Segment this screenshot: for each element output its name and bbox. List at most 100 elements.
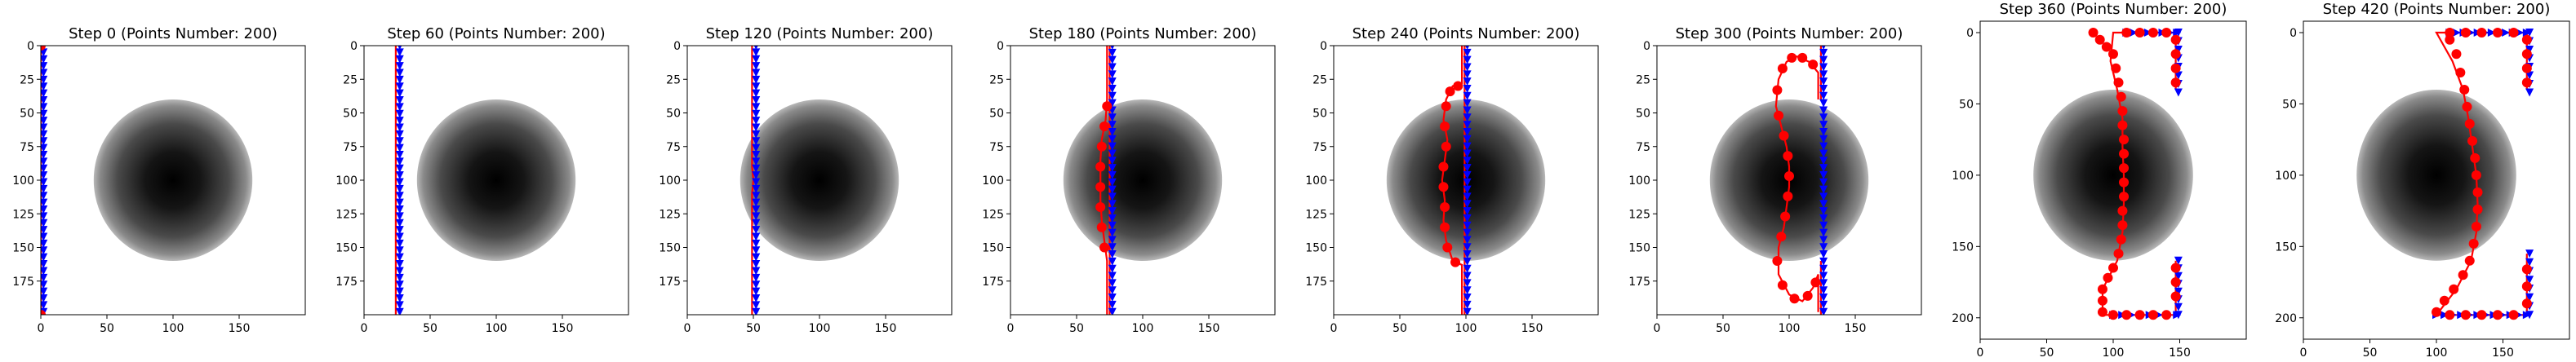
direction-arrow <box>1463 279 1472 288</box>
direction-arrow <box>41 164 48 173</box>
direction-arrow <box>395 75 404 84</box>
direction-arrow <box>395 253 404 262</box>
x-tick-label: 50 <box>1392 322 1407 335</box>
direction-arrow <box>752 307 761 315</box>
data-point <box>2121 27 2132 38</box>
direction-arrow <box>752 68 761 77</box>
direction-arrow <box>1819 121 1828 130</box>
background-disk <box>93 99 253 261</box>
direction-arrow <box>41 267 48 276</box>
direction-arrow <box>1465 46 1470 50</box>
data-point <box>2445 310 2455 320</box>
subplot-5: 0 50 100 150 0 25 50 75 100 125 150 175 Step 300 (Po… <box>1628 25 1922 335</box>
y-tick-label: 125 <box>12 208 34 221</box>
direction-arrow <box>41 273 48 282</box>
data-point <box>2170 277 2181 288</box>
data-point <box>1777 280 1788 290</box>
direction-arrow <box>395 246 404 255</box>
data-point <box>2476 27 2487 38</box>
data-point <box>1099 121 1110 131</box>
direction-arrow <box>395 123 404 132</box>
direction-arrow <box>395 171 404 180</box>
data-point <box>2492 27 2503 38</box>
direction-arrow <box>1819 149 1828 158</box>
data-point <box>2119 192 2130 202</box>
direction-arrow <box>395 219 404 227</box>
direction-arrow <box>1463 200 1472 209</box>
direction-arrow <box>1463 243 1472 252</box>
data-point <box>2445 34 2455 45</box>
plot-area <box>739 46 899 315</box>
data-point <box>1096 141 1107 152</box>
chart-title: Step 180 (Points Number: 200) <box>1029 25 1257 42</box>
direction-arrow <box>2525 28 2534 37</box>
direction-arrow <box>395 151 404 160</box>
direction-arrow <box>2525 258 2534 267</box>
data-point <box>2117 205 2128 216</box>
data-point <box>2521 264 2532 275</box>
direction-arrow <box>41 68 48 77</box>
direction-arrow <box>41 246 48 255</box>
x-tick-label: 100 <box>1132 322 1154 335</box>
data-point <box>2445 27 2455 38</box>
subplot-7: 0 50 100 150 0 50 100 150 200 Step 420 (Points Nu… <box>2275 1 2570 360</box>
x-tick-label: 150 <box>1521 322 1543 335</box>
direction-arrow <box>1108 121 1117 130</box>
data-point <box>2472 187 2483 197</box>
direction-arrow <box>1108 307 1117 315</box>
data-point <box>2117 120 2128 130</box>
data-point <box>2103 272 2113 283</box>
direction-arrow <box>1463 127 1472 136</box>
direction-arrow <box>2525 71 2534 80</box>
data-point <box>1095 182 1106 192</box>
direction-arrow <box>1108 250 1117 259</box>
direction-arrow <box>41 192 48 201</box>
direction-arrow <box>752 226 761 235</box>
subplot-6: 0 50 100 150 0 50 100 150 200 Step 360 (Points Nu… <box>1952 1 2247 360</box>
background-disk <box>2033 89 2193 261</box>
direction-arrow <box>1819 185 1828 194</box>
data-point <box>2471 221 2481 232</box>
direction-arrow <box>1819 228 1828 237</box>
data-point <box>2134 310 2145 320</box>
direction-arrow <box>41 198 48 207</box>
direction-arrow <box>395 198 404 207</box>
data-point <box>1438 161 1449 172</box>
y-tick-label: 25 <box>20 73 34 86</box>
x-tick-label: 100 <box>2426 347 2448 360</box>
direction-arrow <box>752 205 761 214</box>
direction-arrow <box>752 55 761 64</box>
direction-arrow <box>41 62 48 71</box>
direction-arrow <box>2522 28 2531 37</box>
direction-arrow <box>41 89 48 98</box>
direction-arrow <box>2525 45 2534 54</box>
direction-arrow <box>2525 276 2534 285</box>
y-tick-label: 50 <box>1636 108 1650 121</box>
data-point <box>2161 27 2172 38</box>
direction-arrow <box>1463 170 1472 179</box>
direction-arrow <box>1463 77 1472 86</box>
direction-arrow <box>752 280 761 289</box>
direction-arrow <box>752 171 761 180</box>
data-point <box>2521 298 2532 309</box>
direction-arrow <box>1463 264 1472 273</box>
direction-arrow <box>1819 77 1828 86</box>
data-point <box>1440 121 1450 131</box>
direction-arrow <box>395 157 404 166</box>
y-tick-label: 125 <box>982 208 1004 221</box>
y-tick-label: 25 <box>1636 73 1650 86</box>
direction-arrow <box>752 117 761 126</box>
direction-arrow <box>395 109 404 118</box>
y-tick-label: 50 <box>20 108 34 121</box>
direction-arrow <box>395 48 404 57</box>
y-tick-label: 150 <box>12 242 34 255</box>
data-point <box>1102 101 1113 112</box>
data-point <box>2119 177 2130 188</box>
direction-arrow <box>1819 207 1828 216</box>
data-point <box>2170 63 2181 73</box>
direction-arrow <box>1819 279 1828 288</box>
direction-arrow <box>1108 77 1117 86</box>
y-tick-label: 100 <box>12 174 34 188</box>
direction-arrow <box>752 75 761 84</box>
y-tick-label: 0 <box>2290 27 2297 40</box>
